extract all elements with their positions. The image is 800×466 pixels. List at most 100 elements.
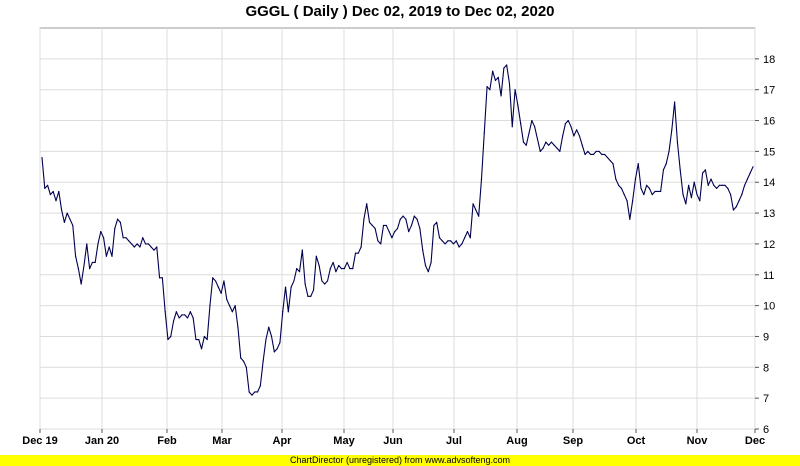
data-point [354,252,357,254]
data-point [567,119,569,122]
data-point [520,123,522,125]
chart-title: GGGL ( Daily ) Dec 02, 2019 to Dec 02, 2… [245,3,555,20]
data-point [186,317,189,319]
data-point [181,314,183,316]
data-point [553,144,555,146]
data-point [189,311,191,313]
data-point [122,237,124,239]
x-tick-label: Aug [506,435,527,447]
data-point [133,246,135,248]
data-point [170,335,172,338]
data-point [217,286,219,288]
data-point [539,150,541,152]
data-point [492,70,494,72]
data-point [240,357,242,359]
data-point [629,218,631,220]
data-point [245,366,247,368]
data-point [413,215,415,217]
data-point [167,338,169,341]
data-point [573,135,575,137]
data-point [130,243,133,245]
data-point [416,218,418,220]
data-point [385,224,387,227]
data-point [587,150,589,152]
data-point [377,240,379,242]
data-point [475,209,477,211]
data-point [503,67,505,69]
data-point [184,314,186,316]
x-tick-label: Oct [627,435,646,447]
data-point [506,64,508,66]
data-point [584,153,586,156]
data-point [388,230,390,233]
data-point [55,200,57,202]
data-point [296,268,298,270]
data-point [609,160,611,162]
data-point [419,227,421,230]
data-point [422,249,424,251]
data-point [58,190,60,193]
data-point [161,277,163,279]
data-point [556,147,558,149]
data-point [402,215,404,217]
data-point [86,243,88,245]
y-tick-label: 18 [763,54,775,66]
data-point [97,243,99,245]
data-point [564,123,567,125]
data-point [144,243,147,245]
data-point [718,184,721,186]
data-point [671,129,673,131]
data-point [598,150,600,152]
data-point [444,243,446,245]
data-point [307,295,309,297]
data-point [660,190,662,193]
data-point [128,240,130,242]
data-point [438,237,441,239]
data-point [139,246,141,248]
data-point [713,184,715,186]
data-point [688,184,690,186]
data-point [265,338,267,341]
data-point [226,298,228,301]
data-point [248,391,250,393]
data-point [752,166,754,168]
y-tick-label: 11 [763,270,774,282]
data-point [674,101,676,103]
data-point [114,227,116,230]
data-point [368,221,371,223]
data-point [158,277,161,279]
data-point [212,277,214,279]
data-point [634,178,637,180]
data-point [88,268,91,270]
data-point [164,311,166,313]
data-point [335,271,337,273]
data-point [69,218,71,220]
data-point [105,255,107,257]
data-point [466,230,469,233]
data-point [147,243,149,245]
data-point [380,243,382,245]
data-point [744,184,746,186]
y-tick-label: 7 [763,393,769,405]
data-point [640,187,642,189]
data-point [284,286,287,288]
data-point [175,311,177,313]
y-tick-label: 9 [763,331,769,343]
y-tick-label: 8 [763,362,769,374]
data-point [595,150,597,152]
x-tick-label: Dec 19 [22,435,57,447]
data-point [578,135,581,137]
data-point [410,224,413,227]
data-point [525,144,527,146]
data-point [606,156,609,159]
x-tick-label: Jun [383,435,403,447]
data-point [150,246,152,248]
data-point [394,230,396,233]
data-point [125,237,127,239]
data-point [298,271,301,273]
data-point [94,261,96,264]
x-tick-label: Jul [446,435,462,447]
data-point [707,184,709,186]
data-point [637,163,639,165]
